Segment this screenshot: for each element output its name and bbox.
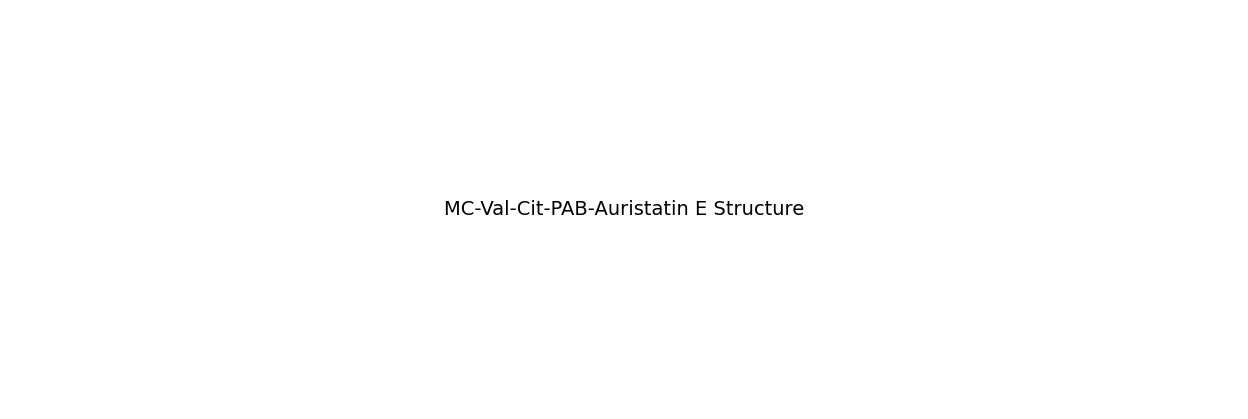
Text: MC-Val-Cit-PAB-Auristatin E Structure: MC-Val-Cit-PAB-Auristatin E Structure (444, 200, 804, 219)
